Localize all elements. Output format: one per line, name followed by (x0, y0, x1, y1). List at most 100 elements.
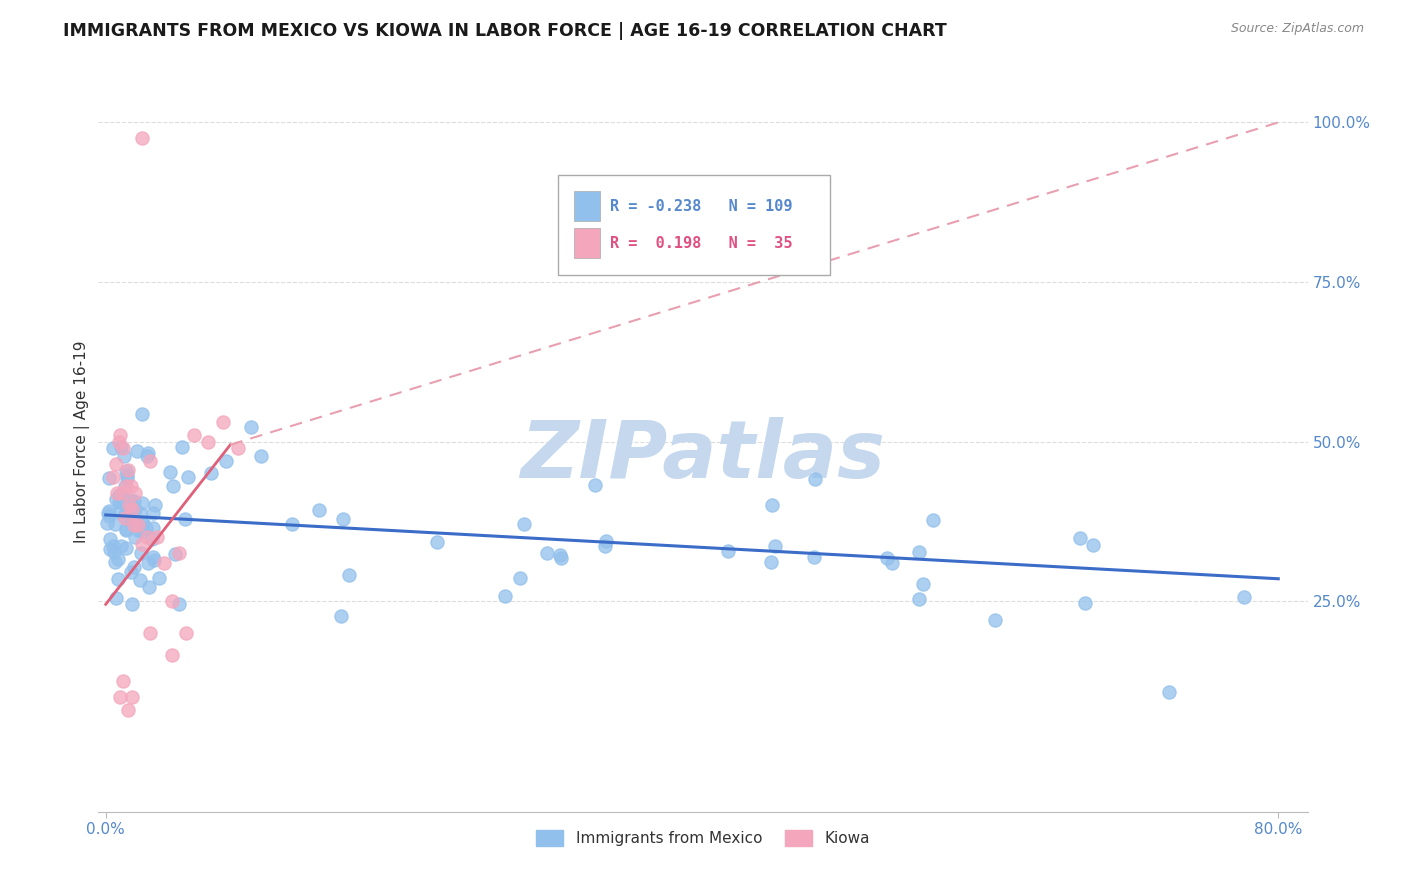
Point (550, 551, 572, 566)
Point (117, 703, 139, 717)
Point (142, 521, 165, 535)
Point (922, 513, 945, 527)
Point (141, 533, 163, 547)
Point (127, 524, 149, 538)
Text: R = -0.238   N = 109: R = -0.238 N = 109 (610, 199, 793, 213)
Point (984, 613, 1007, 627)
Point (1233, 591, 1256, 605)
Point (121, 501, 143, 516)
Point (167, 546, 190, 560)
Point (104, 491, 127, 506)
Point (112, 441, 135, 455)
Point (159, 465, 181, 479)
Point (104, 517, 127, 532)
Point (131, 131, 153, 145)
Point (197, 434, 219, 449)
Point (131, 516, 153, 530)
Point (136, 446, 159, 460)
Point (108, 434, 131, 449)
Point (115, 479, 138, 493)
Point (426, 535, 449, 549)
Point (176, 626, 198, 640)
Point (120, 515, 142, 529)
Point (118, 499, 141, 513)
Point (131, 408, 153, 422)
Y-axis label: In Labor Force | Age 16-19: In Labor Force | Age 16-19 (75, 340, 90, 543)
Point (129, 573, 152, 587)
Text: R =  0.198   N =  35: R = 0.198 N = 35 (610, 235, 793, 251)
Point (124, 502, 146, 516)
Point (112, 673, 135, 688)
Point (160, 648, 183, 663)
Point (107, 552, 129, 566)
Point (100, 533, 122, 547)
Point (120, 565, 142, 579)
Point (127, 517, 149, 532)
Point (125, 444, 148, 458)
Point (226, 441, 249, 455)
Point (239, 420, 262, 434)
Point (114, 511, 136, 525)
Point (148, 571, 170, 585)
Bar (574, 191, 600, 221)
Point (117, 463, 139, 477)
Point (142, 507, 165, 521)
Point (105, 591, 128, 605)
Point (110, 539, 132, 553)
Point (107, 485, 129, 500)
Point (169, 597, 191, 611)
Point (494, 590, 516, 604)
Point (170, 440, 193, 454)
Point (761, 499, 783, 513)
Point (595, 534, 617, 549)
Point (177, 470, 200, 484)
Point (142, 552, 165, 566)
Point (122, 560, 145, 574)
Point (135, 530, 157, 544)
Point (128, 506, 150, 520)
Point (759, 555, 782, 569)
Point (908, 545, 931, 559)
Point (118, 492, 141, 507)
Point (122, 494, 145, 508)
Bar (574, 228, 600, 258)
Point (160, 594, 183, 608)
Point (115, 470, 138, 484)
Point (98, 542, 121, 557)
Point (131, 524, 153, 538)
Point (101, 469, 124, 483)
Point (804, 472, 827, 486)
Point (912, 577, 935, 591)
Point (153, 556, 176, 570)
Point (112, 449, 135, 463)
Point (512, 517, 534, 532)
Point (110, 690, 132, 704)
Point (1157, 684, 1180, 698)
Point (96, 516, 118, 531)
Point (101, 442, 124, 456)
Point (876, 550, 898, 565)
Text: Source: ZipAtlas.com: Source: ZipAtlas.com (1230, 22, 1364, 36)
Point (121, 502, 143, 516)
Point (329, 609, 352, 624)
Point (183, 428, 205, 442)
Text: IMMIGRANTS FROM MEXICO VS KIOWA IN LABOR FORCE | AGE 16-19 CORRELATION CHART: IMMIGRANTS FROM MEXICO VS KIOWA IN LABOR… (63, 22, 948, 40)
Point (101, 539, 124, 553)
Point (111, 490, 134, 504)
Point (131, 516, 153, 530)
Point (135, 521, 157, 535)
Point (110, 440, 132, 454)
Point (138, 626, 160, 640)
Point (281, 516, 304, 531)
Point (124, 530, 146, 544)
Point (121, 598, 143, 612)
Point (165, 547, 187, 561)
Point (138, 580, 160, 594)
Point (162, 478, 184, 492)
Point (115, 464, 138, 478)
Point (121, 690, 143, 704)
Point (97, 506, 120, 520)
Text: ZIPatlas: ZIPatlas (520, 417, 886, 495)
Point (548, 548, 571, 562)
Point (200, 466, 222, 480)
